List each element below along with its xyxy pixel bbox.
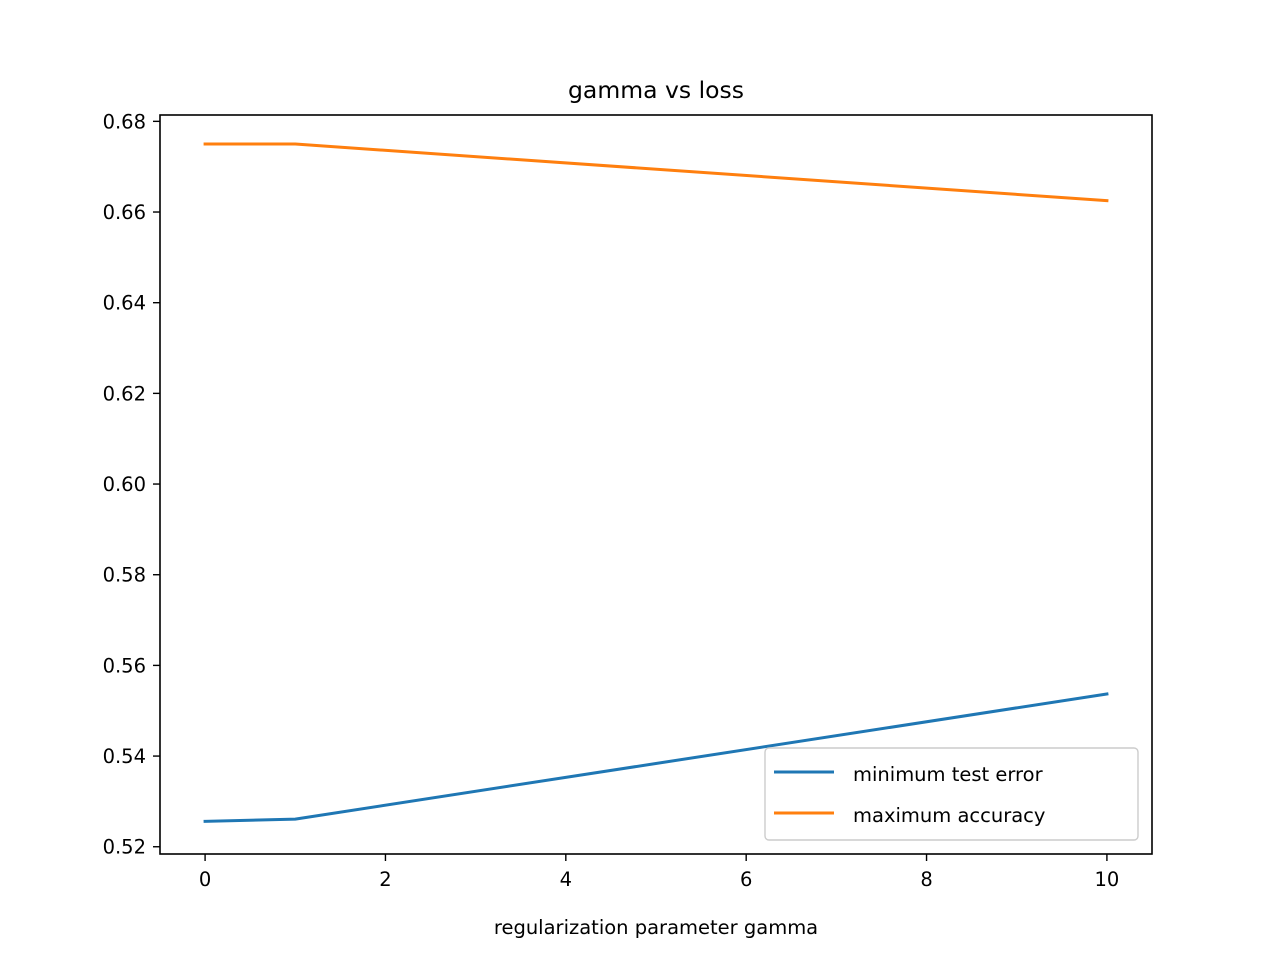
- y-tick-label: 0.62: [103, 382, 146, 405]
- x-tick-label: 2: [379, 868, 391, 891]
- y-tick-label: 0.56: [103, 654, 146, 677]
- x-tick-label: 10: [1094, 868, 1119, 891]
- x-tick-label: 0: [199, 868, 211, 891]
- legend-box: [764, 747, 1139, 841]
- y-tick-label: 0.66: [103, 201, 146, 224]
- y-tick-label: 0.58: [103, 564, 146, 587]
- x-tick-label: 4: [560, 868, 572, 891]
- x-axis-label: regularization parameter gamma: [494, 916, 818, 939]
- series-line-minimum-test-error: [203, 692, 1109, 823]
- y-axis-ticks: 0.52 0.54 0.56 0.58 0.60 0.62 0.64 0.66 0.68: [103, 110, 160, 859]
- x-tick-label: 8: [920, 868, 932, 891]
- y-tick-label: 0.64: [103, 292, 146, 315]
- x-tick-label: 6: [740, 868, 752, 891]
- y-tick-label: 0.54: [103, 745, 146, 768]
- series-layer: [203, 142, 1109, 823]
- x-axis-ticks: 0 2 4 6 8 10: [199, 854, 1119, 891]
- legend-label-minimum-test-error: minimum test error: [853, 763, 1044, 786]
- y-tick-label: 0.52: [103, 836, 146, 859]
- legend: minimum test error maximum accuracy: [764, 747, 1139, 841]
- y-tick-label: 0.60: [103, 473, 146, 496]
- chart-title: gamma vs loss: [568, 76, 744, 104]
- plot-frame: [159, 114, 1153, 855]
- y-tick-label: 0.68: [103, 110, 146, 133]
- legend-label-maximum-accuracy: maximum accuracy: [853, 804, 1045, 827]
- series-line-maximum-accuracy: [203, 142, 1109, 203]
